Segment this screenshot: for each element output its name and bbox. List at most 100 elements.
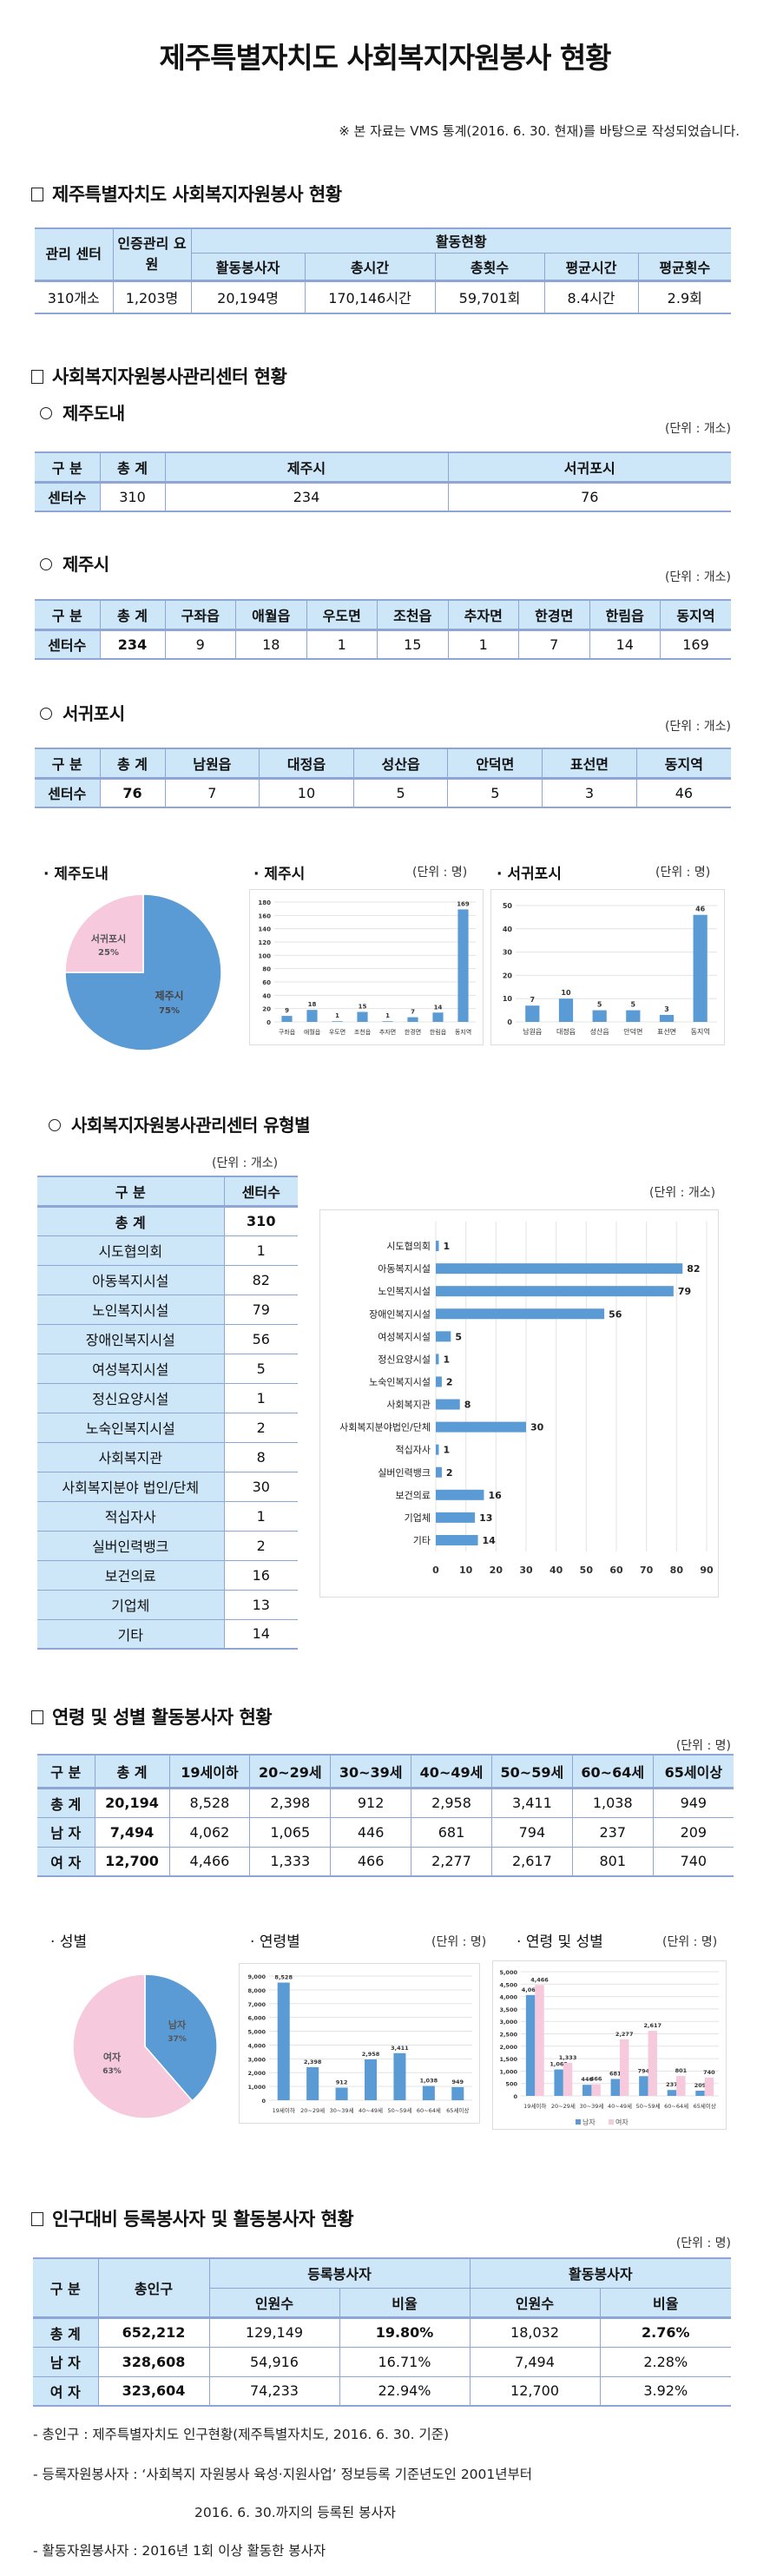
svg-text:1: 1: [443, 1445, 450, 1456]
header-cell: 추자면: [447, 599, 519, 631]
svg-text:2: 2: [446, 1376, 453, 1387]
cell: 237: [571, 1817, 654, 1848]
svg-text:79: 79: [678, 1286, 691, 1297]
svg-text:장애인복지시설: 장애인복지시설: [369, 1308, 431, 1320]
unit-label: (단위 : 명): [675, 1739, 731, 1753]
svg-text:65세이상: 65세이상: [446, 2106, 469, 2114]
section1-heading: 제주특별자치도 사회복지자원봉사 현황: [31, 181, 342, 207]
svg-text:여자: 여자: [615, 2118, 629, 2126]
svg-text:60~64세: 60~64세: [664, 2102, 688, 2110]
svg-text:노숙인복지시설: 노숙인복지시설: [369, 1376, 431, 1387]
svg-text:1,333: 1,333: [559, 2054, 577, 2061]
svg-text:3: 3: [664, 1005, 669, 1013]
cell: 1,203명: [112, 280, 192, 314]
svg-text:추자면: 추자면: [379, 1028, 396, 1036]
cell: 8.4시간: [543, 280, 639, 314]
header-cell: 구 분: [37, 1176, 225, 1208]
svg-text:90: 90: [700, 1565, 714, 1576]
row-label: 보건의료: [37, 1560, 225, 1591]
cell: 54,916: [208, 2347, 340, 2377]
header-cell: 구 분: [37, 1754, 95, 1789]
svg-text:2: 2: [446, 1467, 453, 1479]
cell: 7,494: [469, 2347, 601, 2377]
footnote: - 총인구 : 제주특별자치도 인구현황(제주특별자치도, 2016. 6. 3…: [33, 2427, 450, 2442]
cell: 30: [223, 1472, 298, 1502]
bar-chart-age-gender: 0 500 1,000 1,500 2,000 2,500 3,000 3,500 4,000 4…: [492, 1960, 727, 2130]
row-label: 센터수: [35, 629, 101, 660]
row-label: 여성복지시설: [37, 1354, 225, 1384]
row-label: 실버인력뱅크: [37, 1531, 225, 1561]
header-cell: 40~49세: [411, 1754, 492, 1789]
row-label: 노숙인복지시설: [37, 1413, 225, 1443]
cell: 912: [330, 1788, 412, 1818]
row-label: 정신요양시설: [37, 1383, 225, 1413]
header-cell: 비율: [599, 2288, 732, 2319]
cell: 76: [99, 778, 166, 808]
unit-label: (단위 : 명): [412, 866, 468, 880]
svg-text:2,000: 2,000: [499, 2044, 517, 2051]
svg-text:794: 794: [638, 2067, 650, 2074]
table-row: 노숙인복지시설 2: [37, 1413, 298, 1443]
cell: 794: [490, 1817, 573, 1848]
cell: 22.94%: [339, 2376, 471, 2407]
table-row: 남 자 328,608 54,916 16.71% 7,494 2.28%: [33, 2347, 732, 2377]
cell: 446: [330, 1817, 412, 1848]
bar-age-title: · 연령별: [250, 1934, 300, 1951]
svg-text:기타: 기타: [413, 1535, 431, 1546]
square-bullet-icon: [31, 2212, 43, 2226]
header-cell: 동지역: [660, 599, 731, 631]
row-label: 기업체: [37, 1590, 225, 1620]
cell: 310: [223, 1206, 298, 1236]
svg-text:안덕면: 안덕면: [623, 1027, 642, 1036]
cell: 7: [518, 629, 590, 660]
square-bullet-icon: [31, 1710, 43, 1724]
row-label: 센터수: [35, 482, 101, 512]
table-row: 장애인복지시설 56: [37, 1324, 298, 1354]
cell: 13: [223, 1590, 298, 1620]
svg-text:0: 0: [513, 2093, 517, 2100]
svg-text:1: 1: [443, 1354, 450, 1365]
header-cell: 조천읍: [377, 599, 449, 631]
table-row: 총 계 20,194 8,528 2,398 912 2,958 3,411 1,038 949: [37, 1788, 734, 1818]
svg-text:동지역: 동지역: [455, 1028, 471, 1036]
svg-text:1,065: 1,065: [550, 2061, 568, 2068]
header-cell: 센터수: [223, 1176, 298, 1208]
table-row: 노인복지시설 79: [37, 1295, 298, 1325]
cell: 1: [447, 629, 519, 660]
cell: 1,038: [571, 1788, 654, 1818]
cell: 14: [589, 629, 661, 660]
cell: 1: [223, 1501, 298, 1532]
svg-text:82: 82: [687, 1263, 700, 1275]
unit-label: (단위 : 명): [431, 1935, 487, 1949]
svg-text:169: 169: [457, 900, 470, 907]
summary-table: 관리 센터 인증관리 요원 활동현황 활동봉사자 총시간 총횟수 평균시간 평균…: [35, 227, 732, 314]
svg-text:40: 40: [262, 992, 271, 999]
svg-text:120: 120: [258, 939, 271, 946]
svg-text:0: 0: [261, 2098, 266, 2105]
cell: 2.9회: [637, 280, 732, 314]
cell: 209: [652, 1817, 734, 1848]
svg-text:912: 912: [336, 2079, 348, 2086]
row-label: 사회복지관: [37, 1442, 225, 1472]
svg-text:적십자사: 적십자사: [396, 1445, 431, 1456]
header-cell: 우도면: [306, 599, 378, 631]
pie-gender-title: · 성별: [50, 1934, 88, 1951]
table-row: 기업체 13: [37, 1590, 298, 1620]
table-row: 정신요양시설 1: [37, 1383, 298, 1413]
cell: 310: [99, 482, 166, 512]
cell: 18: [235, 629, 307, 660]
svg-text:30: 30: [519, 1565, 533, 1576]
header-cell: 동지역: [635, 748, 731, 780]
svg-text:0: 0: [432, 1565, 439, 1576]
svg-text:60: 60: [609, 1565, 623, 1576]
svg-text:30: 30: [530, 1422, 544, 1433]
svg-text:40: 40: [503, 926, 513, 933]
row-label: 여 자: [37, 1847, 95, 1877]
svg-text:시도협의회: 시도협의회: [386, 1241, 431, 1252]
header-cell: 구좌읍: [164, 599, 236, 631]
pie-label: 제주시: [155, 990, 183, 1002]
header-cell: 총인구: [97, 2257, 210, 2319]
bar-chart-seogwipo: 0 10 20 30 40 50 7 남원읍 10 대정읍 5 성산읍 5 안덕면 3 표선면 46 동지역: [490, 889, 725, 1045]
svg-text:2,277: 2,277: [615, 2031, 634, 2038]
unit-label: (단위 : 개소): [664, 570, 731, 584]
